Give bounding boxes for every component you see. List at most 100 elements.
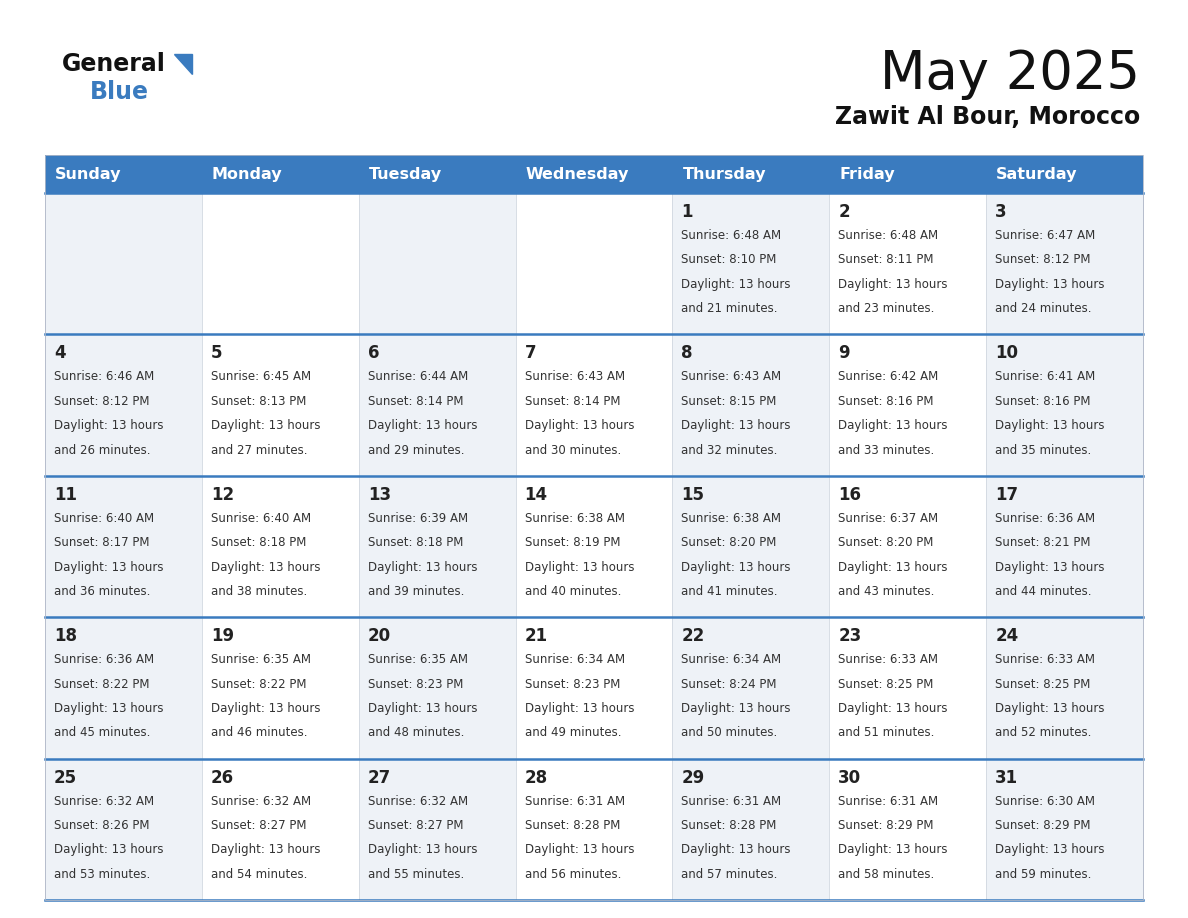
Text: Sunset: 8:29 PM: Sunset: 8:29 PM bbox=[839, 819, 934, 832]
Text: and 24 minutes.: and 24 minutes. bbox=[996, 302, 1092, 315]
Text: Sunset: 8:14 PM: Sunset: 8:14 PM bbox=[525, 395, 620, 408]
Text: 3: 3 bbox=[996, 203, 1006, 221]
Bar bbox=[516, 476, 672, 617]
Text: Daylight: 13 hours: Daylight: 13 hours bbox=[368, 420, 478, 432]
Bar bbox=[829, 617, 986, 758]
Text: Daylight: 13 hours: Daylight: 13 hours bbox=[525, 702, 634, 715]
Text: Saturday: Saturday bbox=[997, 166, 1078, 182]
Text: and 36 minutes.: and 36 minutes. bbox=[53, 585, 151, 598]
Text: 31: 31 bbox=[996, 768, 1018, 787]
Bar bbox=[672, 193, 829, 334]
Text: Daylight: 13 hours: Daylight: 13 hours bbox=[368, 844, 478, 856]
Bar bbox=[202, 193, 359, 334]
Text: Sunset: 8:20 PM: Sunset: 8:20 PM bbox=[839, 536, 934, 549]
Text: Sunrise: 6:33 AM: Sunrise: 6:33 AM bbox=[839, 654, 939, 666]
Text: Sunrise: 6:37 AM: Sunrise: 6:37 AM bbox=[839, 512, 939, 525]
Text: 22: 22 bbox=[682, 627, 704, 645]
Text: 16: 16 bbox=[839, 486, 861, 504]
Bar bbox=[986, 334, 1143, 476]
Text: Sunrise: 6:30 AM: Sunrise: 6:30 AM bbox=[996, 795, 1095, 808]
Text: 23: 23 bbox=[839, 627, 861, 645]
Text: and 33 minutes.: and 33 minutes. bbox=[839, 443, 935, 456]
Text: 28: 28 bbox=[525, 768, 548, 787]
Bar bbox=[986, 617, 1143, 758]
Text: and 45 minutes.: and 45 minutes. bbox=[53, 726, 151, 739]
Text: Daylight: 13 hours: Daylight: 13 hours bbox=[525, 844, 634, 856]
Text: Daylight: 13 hours: Daylight: 13 hours bbox=[368, 702, 478, 715]
Text: and 38 minutes.: and 38 minutes. bbox=[210, 585, 308, 598]
Text: Tuesday: Tuesday bbox=[368, 166, 442, 182]
Text: and 40 minutes.: and 40 minutes. bbox=[525, 585, 621, 598]
Text: Sunset: 8:28 PM: Sunset: 8:28 PM bbox=[682, 819, 777, 832]
Bar bbox=[45, 155, 1143, 900]
Text: Daylight: 13 hours: Daylight: 13 hours bbox=[682, 844, 791, 856]
Text: and 32 minutes.: and 32 minutes. bbox=[682, 443, 778, 456]
Text: 26: 26 bbox=[210, 768, 234, 787]
Text: Sunrise: 6:40 AM: Sunrise: 6:40 AM bbox=[53, 512, 154, 525]
Text: Daylight: 13 hours: Daylight: 13 hours bbox=[682, 702, 791, 715]
Bar bbox=[202, 758, 359, 900]
Bar bbox=[829, 193, 986, 334]
Text: 9: 9 bbox=[839, 344, 849, 363]
Text: Sunset: 8:28 PM: Sunset: 8:28 PM bbox=[525, 819, 620, 832]
Text: General: General bbox=[62, 52, 166, 76]
Text: Daylight: 13 hours: Daylight: 13 hours bbox=[210, 844, 321, 856]
Text: and 39 minutes.: and 39 minutes. bbox=[368, 585, 465, 598]
Text: Daylight: 13 hours: Daylight: 13 hours bbox=[996, 278, 1105, 291]
Text: Sunrise: 6:38 AM: Sunrise: 6:38 AM bbox=[682, 512, 782, 525]
Bar bbox=[986, 155, 1143, 193]
Text: Sunset: 8:15 PM: Sunset: 8:15 PM bbox=[682, 395, 777, 408]
Text: 2: 2 bbox=[839, 203, 849, 221]
Text: Sunset: 8:12 PM: Sunset: 8:12 PM bbox=[996, 253, 1091, 266]
Text: Sunrise: 6:32 AM: Sunrise: 6:32 AM bbox=[368, 795, 468, 808]
Text: Daylight: 13 hours: Daylight: 13 hours bbox=[53, 844, 164, 856]
Text: Daylight: 13 hours: Daylight: 13 hours bbox=[839, 561, 948, 574]
Text: Sunrise: 6:32 AM: Sunrise: 6:32 AM bbox=[53, 795, 154, 808]
Text: Daylight: 13 hours: Daylight: 13 hours bbox=[996, 702, 1105, 715]
Text: 21: 21 bbox=[525, 627, 548, 645]
Text: Blue: Blue bbox=[90, 80, 148, 104]
Text: Sunset: 8:24 PM: Sunset: 8:24 PM bbox=[682, 677, 777, 690]
Text: Sunrise: 6:34 AM: Sunrise: 6:34 AM bbox=[525, 654, 625, 666]
Text: and 53 minutes.: and 53 minutes. bbox=[53, 868, 150, 881]
Text: Thursday: Thursday bbox=[682, 166, 766, 182]
Text: Sunrise: 6:35 AM: Sunrise: 6:35 AM bbox=[210, 654, 311, 666]
Text: Sunrise: 6:34 AM: Sunrise: 6:34 AM bbox=[682, 654, 782, 666]
Text: and 49 minutes.: and 49 minutes. bbox=[525, 726, 621, 739]
Bar bbox=[516, 758, 672, 900]
Text: Daylight: 13 hours: Daylight: 13 hours bbox=[996, 420, 1105, 432]
Bar bbox=[45, 476, 202, 617]
Text: Sunset: 8:16 PM: Sunset: 8:16 PM bbox=[996, 395, 1091, 408]
Text: Sunset: 8:23 PM: Sunset: 8:23 PM bbox=[525, 677, 620, 690]
Bar bbox=[516, 334, 672, 476]
Text: Daylight: 13 hours: Daylight: 13 hours bbox=[210, 561, 321, 574]
Text: and 26 minutes.: and 26 minutes. bbox=[53, 443, 151, 456]
Text: and 29 minutes.: and 29 minutes. bbox=[368, 443, 465, 456]
Text: Sunrise: 6:31 AM: Sunrise: 6:31 AM bbox=[839, 795, 939, 808]
Text: Sunrise: 6:41 AM: Sunrise: 6:41 AM bbox=[996, 370, 1095, 384]
Text: Sunrise: 6:33 AM: Sunrise: 6:33 AM bbox=[996, 654, 1095, 666]
Text: Sunrise: 6:31 AM: Sunrise: 6:31 AM bbox=[525, 795, 625, 808]
Text: Sunrise: 6:42 AM: Sunrise: 6:42 AM bbox=[839, 370, 939, 384]
Text: Daylight: 13 hours: Daylight: 13 hours bbox=[210, 420, 321, 432]
Text: Sunset: 8:21 PM: Sunset: 8:21 PM bbox=[996, 536, 1091, 549]
Bar bbox=[45, 334, 202, 476]
Text: Sunset: 8:25 PM: Sunset: 8:25 PM bbox=[839, 677, 934, 690]
Text: and 57 minutes.: and 57 minutes. bbox=[682, 868, 778, 881]
Bar bbox=[516, 193, 672, 334]
Text: Sunset: 8:11 PM: Sunset: 8:11 PM bbox=[839, 253, 934, 266]
Text: Sunset: 8:19 PM: Sunset: 8:19 PM bbox=[525, 536, 620, 549]
Bar bbox=[359, 334, 516, 476]
Text: and 54 minutes.: and 54 minutes. bbox=[210, 868, 308, 881]
Text: 7: 7 bbox=[525, 344, 536, 363]
Text: 20: 20 bbox=[368, 627, 391, 645]
Text: 12: 12 bbox=[210, 486, 234, 504]
Text: 27: 27 bbox=[368, 768, 391, 787]
Text: 25: 25 bbox=[53, 768, 77, 787]
Text: Sunset: 8:18 PM: Sunset: 8:18 PM bbox=[368, 536, 463, 549]
Bar bbox=[672, 617, 829, 758]
Text: Sunday: Sunday bbox=[55, 166, 121, 182]
Text: and 35 minutes.: and 35 minutes. bbox=[996, 443, 1092, 456]
Bar bbox=[359, 617, 516, 758]
Text: Sunrise: 6:39 AM: Sunrise: 6:39 AM bbox=[368, 512, 468, 525]
